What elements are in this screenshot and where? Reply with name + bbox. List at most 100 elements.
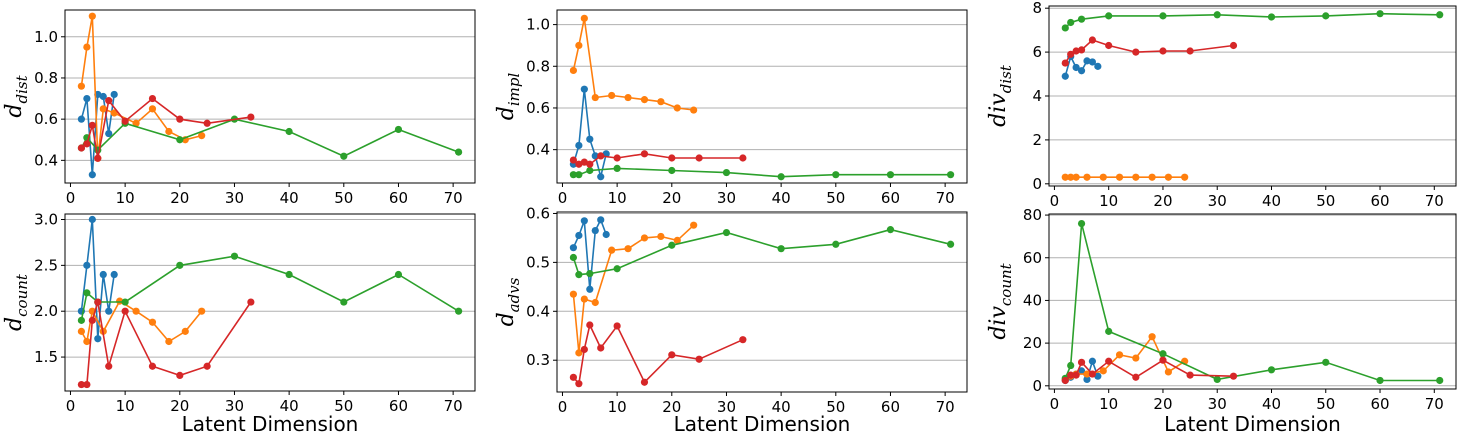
- data-point-orange: [624, 93, 632, 102]
- data-point-red: [613, 322, 621, 330]
- xtick-label: 50: [1316, 395, 1335, 413]
- data-point-green: [77, 316, 85, 324]
- data-point-green: [1267, 366, 1276, 374]
- data-point-green: [1077, 220, 1086, 228]
- xtick-label: 10: [608, 398, 627, 416]
- ytick-label: 2.0: [34, 302, 58, 320]
- plot-frame: [1048, 5, 1457, 187]
- data-point-red: [176, 371, 184, 380]
- data-point-orange: [1115, 351, 1124, 359]
- data-point-blue: [1083, 57, 1091, 65]
- data-point-green: [613, 164, 621, 173]
- data-point-orange: [569, 290, 578, 298]
- data-point-orange: [1164, 173, 1172, 181]
- data-point-orange: [88, 12, 96, 20]
- data-point-orange: [1148, 333, 1156, 341]
- data-point-orange: [110, 109, 118, 117]
- data-point-red: [1088, 370, 1097, 378]
- xtick-label: 0: [1050, 192, 1060, 210]
- xtick-label: 50: [1316, 192, 1335, 210]
- data-point-orange: [591, 298, 599, 307]
- data-point-red: [1072, 371, 1080, 379]
- data-point-orange: [132, 119, 140, 127]
- series-line-red: [80, 97, 252, 159]
- xtick-label: 60: [389, 397, 408, 415]
- data-point-red: [203, 119, 211, 127]
- xtick-label: 10: [116, 397, 135, 415]
- ytick-label: 1.5: [34, 348, 58, 366]
- xtick-label: 20: [1153, 395, 1172, 413]
- y-axis-label-base: div: [986, 93, 1011, 127]
- y-axis-label-base: d: [2, 317, 27, 331]
- data-point-red: [148, 362, 157, 370]
- data-point-green: [886, 171, 895, 179]
- xtick-label: 40: [772, 189, 791, 207]
- xtick-label: 10: [116, 189, 135, 207]
- data-point-orange: [181, 327, 189, 335]
- data-point-red: [88, 121, 96, 129]
- data-point-orange: [575, 349, 583, 357]
- data-point-red: [597, 344, 605, 352]
- data-point-blue: [586, 285, 594, 293]
- ytick-label: 0.6: [526, 99, 550, 117]
- data-point-red: [575, 380, 583, 388]
- data-point-red: [739, 154, 747, 162]
- ytick-label: 40: [1023, 291, 1042, 309]
- chart-panel-5: 0.3 0.4 0.5 0.6 0 10 20 30 40 50 60 70 dadvs Latent D…: [494, 204, 968, 436]
- ytick-label: 1.0: [526, 16, 550, 34]
- ytick-label: 0: [1032, 377, 1042, 395]
- xtick-label: 50: [334, 397, 353, 415]
- data-point-blue: [1094, 372, 1102, 380]
- series-line-orange: [572, 224, 695, 353]
- data-point-blue: [88, 215, 96, 224]
- y-axis-label-subscript: advs: [505, 277, 523, 312]
- y-axis-label: ddist: [2, 74, 31, 117]
- data-point-green: [1067, 18, 1075, 27]
- xtick-label: 50: [826, 398, 845, 416]
- data-point-orange: [580, 14, 588, 22]
- data-point-red: [121, 307, 129, 315]
- data-point-blue: [1077, 367, 1086, 375]
- data-point-red: [1105, 41, 1113, 50]
- data-point-red: [1061, 59, 1069, 67]
- xtick-label: 0: [558, 189, 568, 207]
- series-line-red: [572, 322, 744, 386]
- data-point-blue: [99, 270, 107, 279]
- data-point-orange: [148, 318, 157, 326]
- data-point-blue: [1088, 357, 1097, 365]
- data-point-blue: [94, 335, 102, 343]
- data-point-orange: [132, 307, 140, 315]
- data-point-green: [886, 226, 895, 234]
- y-axis-label-subscript: impl: [505, 73, 523, 107]
- data-point-blue: [1088, 58, 1097, 66]
- ytick-label: 4: [1032, 87, 1042, 105]
- xtick-label: 70: [936, 189, 955, 207]
- series-line-orange: [572, 18, 694, 111]
- data-point-red: [94, 298, 102, 306]
- x-axis-label: Latent Dimension: [674, 412, 851, 436]
- ytick-label: 0: [1032, 175, 1042, 193]
- data-point-green: [1105, 12, 1113, 20]
- data-point-blue: [1094, 62, 1102, 70]
- xtick-label: 60: [1370, 192, 1389, 210]
- data-point-orange: [1067, 173, 1075, 181]
- xtick-label: 70: [444, 189, 463, 207]
- data-point-red: [148, 94, 157, 103]
- data-point-blue: [597, 173, 605, 181]
- data-point-orange: [77, 327, 85, 335]
- data-point-red: [586, 321, 594, 329]
- data-point-red: [105, 362, 113, 370]
- data-point-blue: [99, 92, 107, 101]
- xtick-label: 0: [66, 397, 76, 415]
- ytick-label: 2: [1032, 131, 1042, 149]
- data-point-orange: [608, 91, 616, 100]
- data-point-orange: [83, 337, 91, 346]
- xtick-label: 60: [881, 398, 900, 416]
- xtick-label: 70: [1425, 192, 1444, 210]
- data-point-orange: [1132, 354, 1140, 362]
- data-point-red: [83, 140, 91, 148]
- data-point-red: [247, 298, 255, 306]
- data-point-blue: [569, 244, 578, 252]
- data-point-green: [176, 261, 184, 269]
